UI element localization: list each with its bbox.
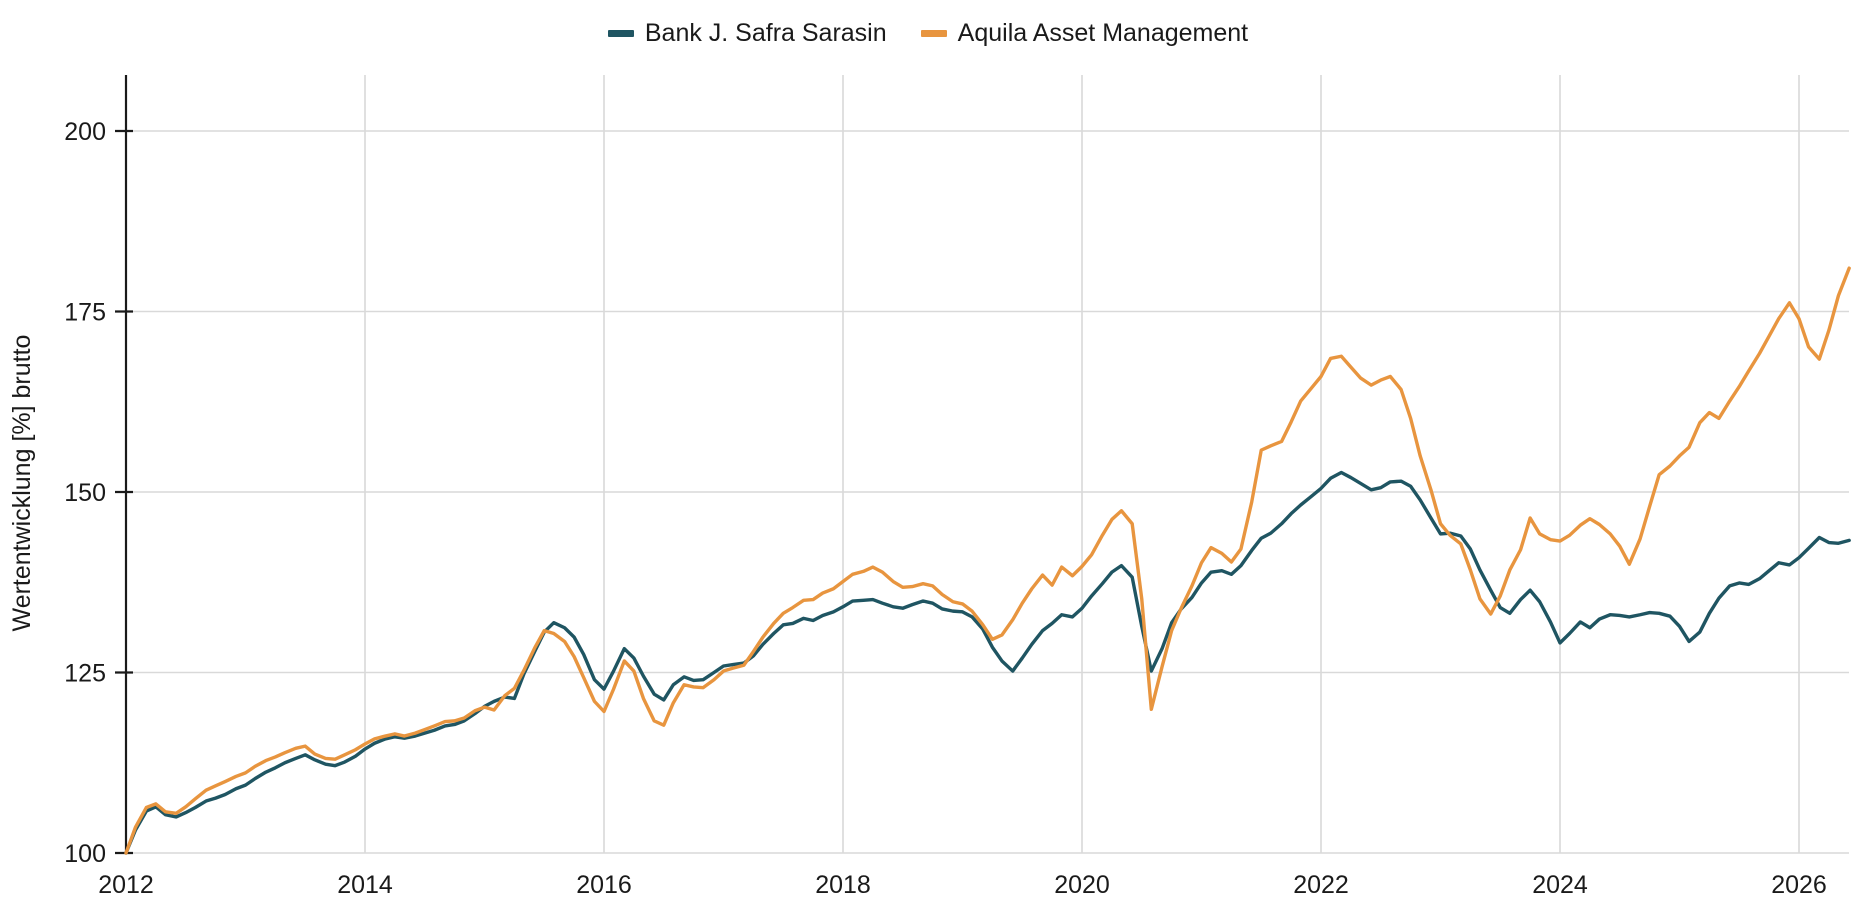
x-tick-label: 2022 [1293, 871, 1349, 899]
x-gridlines [125, 75, 1800, 853]
series-line-2 [124, 266, 1851, 855]
data-series-group [124, 266, 1851, 855]
y-tick-marks [115, 129, 133, 855]
x-tick-label: 2012 [98, 871, 154, 899]
y-tick-label: 175 [64, 299, 106, 327]
legend-item-aquila-asset-management[interactable]: Aquila Asset Management [920, 18, 1249, 47]
x-tick-label: 2026 [1771, 871, 1827, 899]
x-tick-label: 2020 [1054, 871, 1110, 899]
legend-label-series-1: Bank J. Safra Sarasin [644, 18, 887, 47]
y-tick-label: 125 [64, 660, 106, 688]
legend-item-bank-j-safra-sarasin[interactable]: Bank J. Safra Sarasin [607, 18, 887, 47]
chart-legend: Bank J. Safra Sarasin Aquila Asset Manag… [0, 14, 1856, 52]
y-tick-labels: 100 125 150 175 200 [64, 118, 106, 868]
legend-swatch-series-2 [920, 29, 947, 37]
x-tick-label: 2014 [337, 871, 393, 899]
y-tick-label: 150 [64, 479, 106, 507]
y-tick-label: 200 [64, 118, 106, 146]
legend-label-series-2: Aquila Asset Management [957, 18, 1249, 47]
x-tick-label: 2016 [576, 871, 632, 899]
y-gridlines [126, 130, 1849, 854]
x-tick-labels: 2012 2014 2016 2018 2020 2022 2024 2026 [98, 871, 1827, 899]
series-line-1 [124, 470, 1851, 855]
x-tick-label: 2024 [1532, 871, 1588, 899]
y-tick-label: 100 [64, 840, 106, 868]
x-tick-label: 2018 [815, 871, 871, 899]
legend-swatch-series-1 [607, 29, 634, 37]
